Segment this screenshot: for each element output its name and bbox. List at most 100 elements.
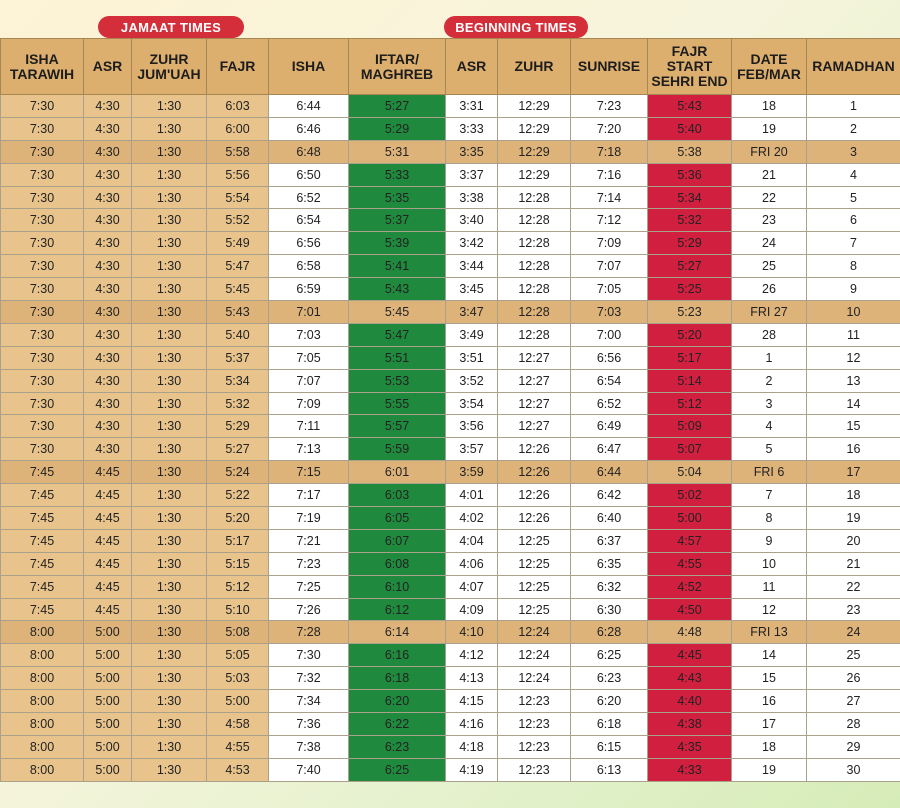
cell-iftar-maghreb: 5:39 (348, 231, 446, 256)
cell-jamaat-asr: 5:00 (83, 712, 132, 736)
cell-isha: 7:32 (268, 666, 349, 691)
cell-iftar-maghreb: 6:07 (348, 528, 446, 553)
header-asr: ASR (445, 38, 498, 95)
cell-jamaat-fajr: 5:05 (206, 643, 269, 668)
cell-ramadhan-day: 24 (806, 620, 900, 645)
cell-iftar-maghreb: 6:12 (348, 597, 446, 622)
cell-sunrise: 6:23 (570, 666, 648, 691)
cell-sunrise: 6:35 (570, 551, 648, 576)
cell-jamaat-fajr: 5:29 (206, 414, 269, 439)
cell-zuhr: 12:23 (497, 734, 571, 759)
cell-date: 9 (731, 528, 807, 553)
cell-date: 24 (731, 231, 807, 256)
cell-iftar-maghreb: 5:35 (348, 185, 446, 210)
table-row: 8:00 5:00 1:30 5:03 7:32 6:18 4:13 12:24 6:23 4:4… (0, 666, 900, 691)
cell-isha: 7:09 (268, 391, 349, 416)
cell-fajr-start: 4:48 (647, 620, 732, 645)
cell-isha: 6:48 (268, 139, 349, 164)
cell-jamaat-fajr: 5:58 (206, 139, 269, 164)
cell-zuhr: 12:28 (497, 300, 571, 324)
cell-ramadhan-day: 13 (806, 368, 900, 393)
cell-zuhr: 12:26 (497, 506, 571, 530)
cell-zuhr-jumuah: 1:30 (131, 574, 207, 599)
cell-ramadhan-day: 23 (806, 597, 900, 622)
table-row: 8:00 5:00 1:30 5:05 7:30 6:16 4:12 12:24 6:25 4:4… (0, 643, 900, 668)
cell-zuhr-jumuah: 1:30 (131, 666, 207, 691)
cell-asr: 4:04 (445, 528, 498, 553)
cell-jamaat-asr: 4:30 (83, 414, 132, 439)
cell-zuhr-jumuah: 1:30 (131, 460, 207, 485)
header-zuhr: ZUHR (497, 38, 571, 95)
cell-iftar-maghreb: 6:20 (348, 689, 446, 714)
cell-zuhr-jumuah: 1:30 (131, 277, 207, 302)
cell-ramadhan-day: 27 (806, 689, 900, 714)
cell-iftar-maghreb: 5:31 (348, 139, 446, 164)
cell-jamaat-fajr: 4:58 (206, 712, 269, 736)
table-row: 7:30 4:30 1:30 5:45 6:59 5:43 3:45 12:28 7:05 5:2… (0, 277, 900, 302)
cell-zuhr: 12:25 (497, 551, 571, 576)
cell-jamaat-fajr: 5:22 (206, 483, 269, 508)
cell-fajr-start: 5:32 (647, 208, 732, 233)
cell-sunrise: 6:42 (570, 483, 648, 508)
cell-isha-tarawih: 8:00 (0, 734, 84, 759)
cell-date: 16 (731, 689, 807, 714)
cell-sunrise: 6:30 (570, 597, 648, 622)
cell-fajr-start: 5:14 (647, 368, 732, 393)
cell-isha-tarawih: 7:45 (0, 483, 84, 508)
table-row: 8:00 5:00 1:30 5:00 7:34 6:20 4:15 12:23 6:20 4:4… (0, 689, 900, 714)
cell-date: FRI 20 (731, 139, 807, 164)
cell-ramadhan-day: 29 (806, 734, 900, 759)
cell-jamaat-fajr: 5:52 (206, 208, 269, 233)
cell-zuhr: 12:25 (497, 574, 571, 599)
cell-jamaat-asr: 4:30 (83, 437, 132, 462)
cell-asr: 3:42 (445, 231, 498, 256)
cell-ramadhan-day: 4 (806, 162, 900, 187)
cell-fajr-start: 5:09 (647, 414, 732, 439)
cell-date: 11 (731, 574, 807, 599)
cell-isha: 6:56 (268, 231, 349, 256)
cell-asr: 4:07 (445, 574, 498, 599)
cell-isha: 7:28 (268, 620, 349, 645)
cell-jamaat-asr: 4:45 (83, 528, 132, 553)
cell-date: 19 (731, 116, 807, 141)
table-row: 7:45 4:45 1:30 5:20 7:19 6:05 4:02 12:26 6:40 5:0… (0, 506, 900, 530)
cell-jamaat-fajr: 5:15 (206, 551, 269, 576)
cell-isha-tarawih: 7:30 (0, 254, 84, 279)
cell-ramadhan-day: 20 (806, 528, 900, 553)
cell-ramadhan-day: 22 (806, 574, 900, 599)
cell-isha: 7:05 (268, 345, 349, 370)
cell-iftar-maghreb: 6:25 (348, 757, 446, 782)
cell-asr: 3:37 (445, 162, 498, 187)
cell-iftar-maghreb: 6:23 (348, 734, 446, 759)
cell-fajr-start: 5:23 (647, 300, 732, 324)
table-row: 7:45 4:45 1:30 5:15 7:23 6:08 4:06 12:25 6:35 4:5… (0, 551, 900, 576)
cell-isha: 7:03 (268, 322, 349, 347)
cell-isha: 7:34 (268, 689, 349, 714)
cell-jamaat-asr: 4:45 (83, 551, 132, 576)
cell-iftar-maghreb: 5:55 (348, 391, 446, 416)
cell-jamaat-asr: 4:30 (83, 231, 132, 256)
cell-isha-tarawih: 7:30 (0, 162, 84, 187)
cell-asr: 4:19 (445, 757, 498, 782)
cell-jamaat-asr: 4:30 (83, 139, 132, 164)
cell-zuhr: 12:23 (497, 689, 571, 714)
cell-ramadhan-day: 5 (806, 185, 900, 210)
cell-zuhr: 12:27 (497, 368, 571, 393)
cell-zuhr-jumuah: 1:30 (131, 643, 207, 668)
cell-asr: 3:35 (445, 139, 498, 164)
cell-iftar-maghreb: 6:22 (348, 712, 446, 736)
cell-jamaat-fajr: 5:45 (206, 277, 269, 302)
cell-iftar-maghreb: 5:29 (348, 116, 446, 141)
table-row: 8:00 5:00 1:30 4:53 7:40 6:25 4:19 12:23 6:13 4:3… (0, 757, 900, 782)
cell-jamaat-asr: 4:30 (83, 345, 132, 370)
cell-date: 5 (731, 437, 807, 462)
cell-jamaat-fajr: 5:10 (206, 597, 269, 622)
cell-iftar-maghreb: 5:33 (348, 162, 446, 187)
cell-asr: 3:44 (445, 254, 498, 279)
header-date: DATE FEB/MAR (731, 38, 807, 95)
table-row: 7:30 4:30 1:30 5:56 6:50 5:33 3:37 12:29 7:16 5:3… (0, 162, 900, 187)
cell-asr: 3:51 (445, 345, 498, 370)
cell-jamaat-fajr: 5:37 (206, 345, 269, 370)
table-row: 7:30 4:30 1:30 5:37 7:05 5:51 3:51 12:27 6:56 5:1… (0, 345, 900, 370)
cell-isha: 7:36 (268, 712, 349, 736)
